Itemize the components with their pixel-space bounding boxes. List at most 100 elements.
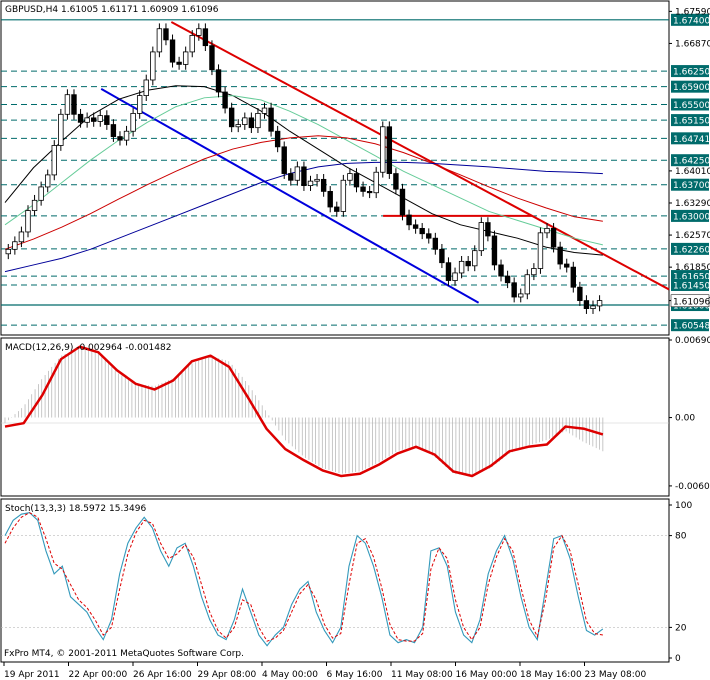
candle-body bbox=[504, 275, 511, 284]
candle-body bbox=[84, 117, 90, 123]
candle-body bbox=[419, 227, 425, 235]
x-tick-label: 6 May 16:00 bbox=[327, 670, 383, 680]
candle-body bbox=[261, 107, 268, 114]
candle-body bbox=[215, 69, 222, 93]
candle-body bbox=[570, 266, 576, 288]
copyright-text: FxPro MT4, © 2001-2011 MetaQuotes Softwa… bbox=[4, 649, 244, 659]
level-label-bg bbox=[671, 65, 709, 78]
candle-body bbox=[97, 115, 103, 122]
y-tick-label: 1.61850 bbox=[675, 263, 710, 273]
candle-body bbox=[577, 286, 583, 301]
candle-body bbox=[491, 235, 498, 266]
moving-average-line bbox=[4, 85, 603, 256]
candle-body bbox=[136, 95, 143, 114]
y-tick-label: 1.67590 bbox=[675, 7, 710, 17]
level-label-bg bbox=[671, 80, 709, 93]
candle-body bbox=[281, 146, 287, 174]
candle-body bbox=[511, 282, 517, 298]
level-label: 1.65900 bbox=[673, 83, 710, 93]
price-level-lines bbox=[1, 19, 669, 326]
level-label-bg bbox=[671, 132, 709, 145]
candle-body bbox=[130, 113, 136, 132]
candle-body bbox=[176, 61, 182, 65]
trend-line bbox=[170, 21, 670, 291]
candle-body bbox=[71, 94, 77, 115]
level-label-bg bbox=[671, 319, 709, 332]
candle-body bbox=[347, 173, 353, 181]
y-tick-label: -0.00608 bbox=[675, 482, 710, 492]
price-panel[interactable]: GBPUSD,H4 1.61005 1.61171 1.60909 1.6109… bbox=[0, 0, 670, 336]
candle-body bbox=[445, 262, 452, 281]
macd-panel[interactable]: MACD(12,26,9) -0.002964 -0.001482 bbox=[0, 337, 670, 497]
candle-body bbox=[104, 115, 110, 125]
candle-body bbox=[301, 166, 307, 187]
trend-line bbox=[100, 88, 480, 304]
candle-body bbox=[537, 232, 544, 269]
current-price-label: 1.61096 bbox=[673, 297, 710, 307]
candle-body bbox=[202, 28, 209, 47]
candle-body bbox=[294, 166, 301, 181]
candle-body bbox=[64, 94, 71, 115]
level-label: 1.65500 bbox=[673, 101, 710, 111]
candle-body bbox=[307, 180, 314, 187]
candle-body bbox=[110, 124, 117, 137]
candle-body bbox=[432, 237, 439, 250]
candle-body bbox=[366, 190, 373, 194]
candle-body bbox=[550, 227, 557, 248]
candle-body bbox=[478, 222, 485, 252]
stoch-axis: 100 80 20 0 bbox=[669, 501, 692, 664]
level-label: 1.65150 bbox=[673, 117, 710, 127]
macd-histogram bbox=[4, 348, 604, 476]
candle-body bbox=[5, 248, 11, 255]
candle-body bbox=[320, 178, 327, 192]
level-label-bg bbox=[671, 178, 709, 191]
candle-body bbox=[12, 241, 18, 250]
candle-body bbox=[196, 28, 202, 36]
level-label: 1.63700 bbox=[673, 181, 710, 191]
level-label-bg bbox=[671, 114, 709, 127]
candle-body bbox=[288, 173, 294, 181]
candle-body bbox=[77, 113, 84, 123]
candle-body bbox=[518, 293, 524, 298]
candle-body bbox=[274, 130, 281, 148]
price-axis: 1.67400 1.66250 1.65900 1.65500 1.65150 1.647… bbox=[669, 7, 710, 332]
candle-body bbox=[123, 130, 130, 141]
x-tick-label: 26 Apr 16:00 bbox=[133, 670, 192, 680]
candle-body bbox=[386, 126, 393, 174]
candle-body bbox=[182, 51, 189, 65]
candle-body bbox=[51, 145, 57, 176]
level-label-bg bbox=[671, 242, 709, 255]
level-label-bg bbox=[671, 98, 709, 111]
y-tick-label: 100 bbox=[675, 501, 692, 511]
candle-body bbox=[143, 79, 149, 96]
stoch-level-lines bbox=[1, 535, 669, 628]
level-label-bg bbox=[671, 154, 709, 167]
candle-body bbox=[156, 28, 163, 53]
candle-body bbox=[590, 305, 596, 309]
x-tick-label: 16 May 00:00 bbox=[456, 670, 518, 680]
candle-body bbox=[327, 190, 333, 208]
candle-body bbox=[45, 174, 51, 188]
time-axis: 19 Apr 2011 22 Apr 00:00 26 Apr 16:00 29 Ap… bbox=[3, 662, 646, 680]
candle-body bbox=[596, 300, 603, 307]
candle-body bbox=[524, 274, 531, 295]
candle-body bbox=[544, 227, 550, 234]
moving-average-line bbox=[4, 135, 603, 250]
current-price-bg bbox=[670, 294, 710, 308]
stoch-signal-line bbox=[4, 512, 603, 642]
candle-body bbox=[235, 124, 241, 128]
candle-body bbox=[150, 51, 156, 81]
candle-body bbox=[314, 178, 320, 182]
candle-body bbox=[465, 260, 471, 267]
candle-body bbox=[242, 117, 248, 125]
stoch-panel[interactable]: Stoch(13,3,3) 18.5972 15.3496 FxPro MT4,… bbox=[0, 498, 670, 663]
price-header: GBPUSD,H4 1.61005 1.61171 1.60909 1.6109… bbox=[5, 5, 219, 15]
candle-body bbox=[58, 113, 64, 146]
level-label: 1.61450 bbox=[673, 281, 710, 291]
candle-body bbox=[25, 210, 31, 233]
candle-body bbox=[458, 260, 465, 274]
candle-body bbox=[163, 28, 169, 41]
x-tick-label: 29 Apr 08:00 bbox=[198, 670, 257, 680]
candle-body bbox=[439, 248, 445, 264]
